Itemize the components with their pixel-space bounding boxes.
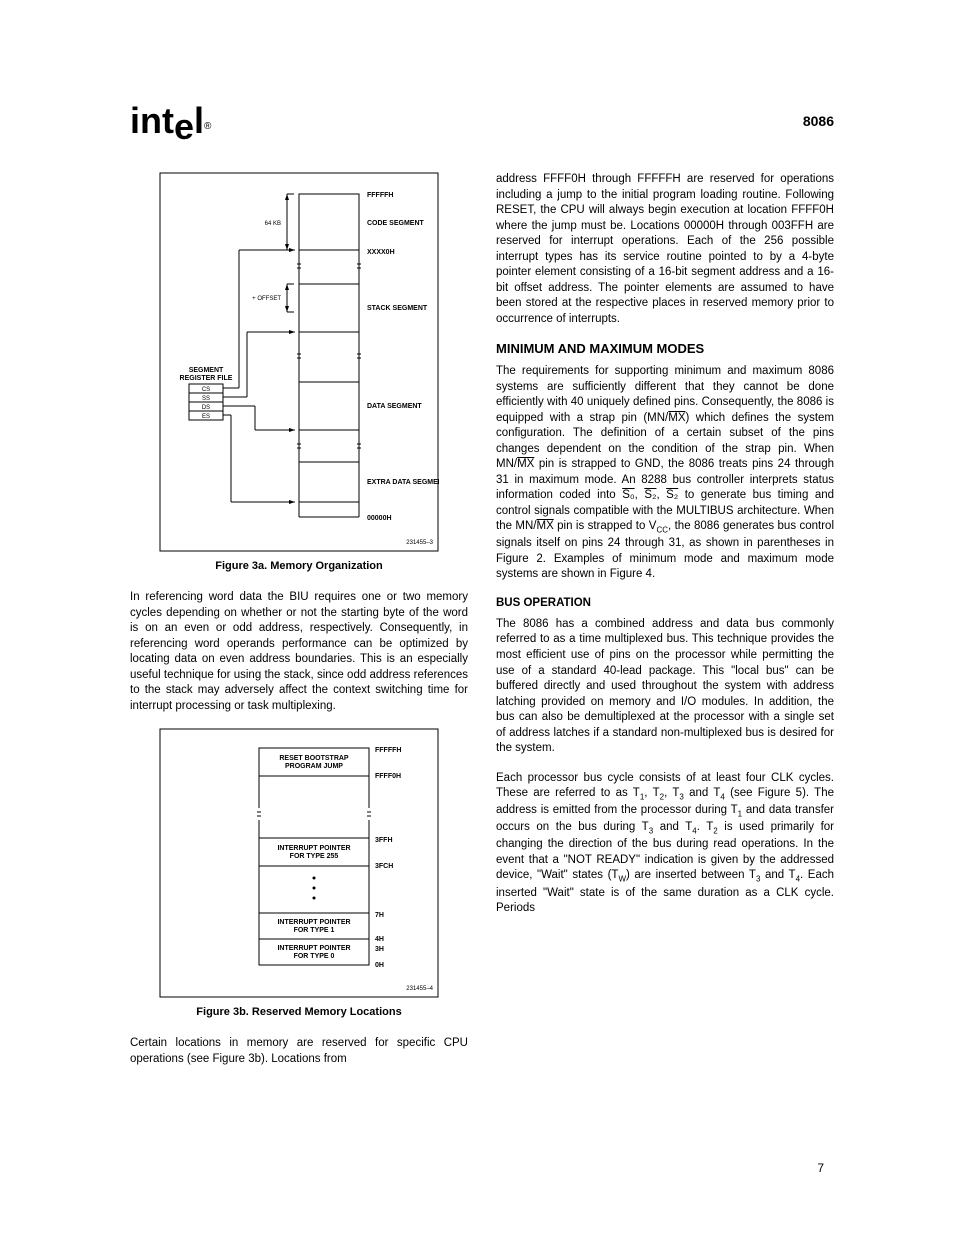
tw: W bbox=[618, 875, 626, 884]
fig3a-ref: 231455–3 bbox=[406, 540, 433, 546]
addr-fffff: FFFFFH bbox=[375, 747, 401, 754]
label-bottom-addr: 00000H bbox=[367, 515, 392, 522]
label-extra-seg: EXTRA DATA SEGMENT bbox=[367, 479, 439, 486]
logo-text-l: l bbox=[194, 100, 204, 141]
mx3: MX bbox=[536, 520, 553, 532]
logo-text-e: e bbox=[174, 106, 194, 148]
fig3b-ref: 231455–4 bbox=[406, 986, 433, 992]
label-stack-seg: STACK SEGMENT bbox=[367, 305, 428, 312]
label-ip0-2: FOR TYPE 0 bbox=[294, 953, 335, 960]
label-64kb: 64 KB bbox=[265, 221, 281, 227]
figure-3b: RESET BOOTSTRAP PROGRAM JUMP INTERRUPT P… bbox=[130, 728, 468, 998]
p6k: and T bbox=[760, 869, 795, 881]
label-regfile-2: REGISTER FILE bbox=[180, 375, 233, 382]
label-es: ES bbox=[202, 414, 210, 420]
s2b: S₂ bbox=[666, 489, 678, 501]
label-cs: CS bbox=[202, 387, 210, 393]
heading-busop: BUS OPERATION bbox=[496, 597, 834, 609]
addr-7: 7H bbox=[375, 912, 384, 919]
cc: CC bbox=[656, 526, 668, 535]
label-ds: DS bbox=[202, 405, 210, 411]
addr-0: 0H bbox=[375, 962, 384, 969]
para-right-4: Each processor bus cycle consists of at … bbox=[496, 771, 834, 917]
para-right-1: address FFFF0H through FFFFFH are reserv… bbox=[496, 172, 834, 327]
logo-registered: ® bbox=[204, 121, 211, 132]
label-ip1-2: FOR TYPE 1 bbox=[294, 927, 335, 934]
label-ip255-2: FOR TYPE 255 bbox=[290, 853, 339, 860]
s2a: S₂ bbox=[644, 489, 656, 501]
page-header: intel® 8086 bbox=[130, 100, 834, 142]
p6j: ) are inserted between T bbox=[626, 869, 756, 881]
figure-3a-caption: Figure 3a. Memory Organization bbox=[130, 560, 468, 572]
page-number: 7 bbox=[817, 1161, 824, 1175]
para-left-2: Certain locations in memory are reserved… bbox=[130, 1036, 468, 1067]
comma1: , bbox=[635, 489, 645, 501]
p6g: and T bbox=[653, 821, 692, 833]
p6d: and T bbox=[684, 787, 721, 799]
heading-minmax: MINIMUM AND MAXIMUM MODES bbox=[496, 341, 834, 356]
label-ip1-1: INTERRUPT POINTER bbox=[277, 919, 350, 926]
label-code-seg: CODE SEGMENT bbox=[367, 220, 425, 227]
label-ss: SS bbox=[202, 396, 210, 402]
addr-4: 4H bbox=[375, 936, 384, 943]
s0: S₀ bbox=[622, 489, 634, 501]
figure-3b-caption: Figure 3b. Reserved Memory Locations bbox=[130, 1006, 468, 1018]
mx1: MX bbox=[668, 412, 685, 424]
addr-ffff0: FFFF0H bbox=[375, 773, 401, 780]
label-mid-addr: XXXX0H bbox=[367, 249, 395, 256]
label-reset-1: RESET BOOTSTRAP bbox=[279, 755, 349, 762]
p4e: pin is strapped to V bbox=[554, 520, 657, 532]
product-code: 8086 bbox=[803, 113, 834, 129]
p6h: . T bbox=[697, 821, 714, 833]
logo-text-1: int bbox=[130, 100, 174, 141]
intel-logo: intel® bbox=[130, 100, 211, 142]
para-right-3: The 8086 has a combined address and data… bbox=[496, 617, 834, 757]
para-left-1: In referencing word data the BIU require… bbox=[130, 590, 468, 714]
label-top-addr: FFFFFH bbox=[367, 192, 393, 199]
label-ip0-1: INTERRUPT POINTER bbox=[277, 945, 350, 952]
content-columns: 64 KB + OFFSET SEGMENT REGISTER FILE CS … bbox=[130, 172, 834, 1081]
label-ip255-1: INTERRUPT POINTER bbox=[277, 845, 350, 852]
addr-3fc: 3FCH bbox=[375, 863, 393, 870]
label-reset-2: PROGRAM JUMP bbox=[285, 763, 343, 770]
p6b: , T bbox=[644, 787, 659, 799]
comma2: , bbox=[656, 489, 666, 501]
mx2: MX bbox=[517, 458, 534, 470]
figure-3a: 64 KB + OFFSET SEGMENT REGISTER FILE CS … bbox=[130, 172, 468, 552]
p6c: , T bbox=[664, 787, 679, 799]
label-regfile-1: SEGMENT bbox=[189, 367, 224, 374]
right-column: address FFFF0H through FFFFFH are reserv… bbox=[496, 172, 834, 1081]
label-data-seg: DATA SEGMENT bbox=[367, 403, 422, 410]
label-offset: + OFFSET bbox=[252, 296, 281, 302]
addr-3: 3H bbox=[375, 946, 384, 953]
left-column: 64 KB + OFFSET SEGMENT REGISTER FILE CS … bbox=[130, 172, 468, 1081]
para-right-2: The requirements for supporting minimum … bbox=[496, 364, 834, 583]
addr-3ff: 3FFH bbox=[375, 837, 393, 844]
